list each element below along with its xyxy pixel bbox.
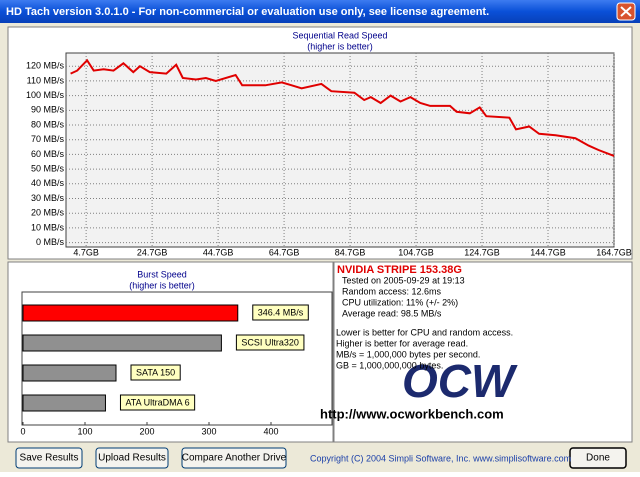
bar-label-box — [252, 304, 309, 321]
bar-label: 346.4 MB/s — [258, 307, 304, 317]
read-plot — [65, 52, 615, 248]
x-tick-label: 4.7GB — [73, 247, 99, 257]
read-subtitle: (higher is better) — [307, 41, 373, 51]
y-tick-label: 40 MB/s — [31, 178, 65, 188]
info-panel — [333, 261, 633, 443]
y-tick-label: 30 MB/s — [31, 193, 65, 203]
bar-label: SATA 150 — [136, 367, 175, 377]
y-tick-label: 50 MB/s — [31, 163, 65, 173]
x-tick-label: 124.7GB — [464, 247, 500, 257]
bar-label-box — [119, 394, 196, 411]
x-tick-label: 144.7GB — [530, 247, 566, 257]
drive-name: NVIDIA STRIPE 153.38G — [337, 264, 462, 276]
save-button[interactable] — [15, 447, 83, 469]
info-line: Tested on 2005-09-29 at 19:13 — [342, 275, 465, 285]
save-label: Save Results — [20, 453, 79, 464]
compare-label: Compare Another Drive — [182, 453, 287, 464]
y-tick-label: 110 MB/s — [27, 75, 65, 85]
x-tick-label: 0 — [20, 426, 25, 436]
y-tick-label: 100 MB/s — [26, 90, 65, 100]
watermark-logo: OCW — [402, 355, 518, 407]
upload-button[interactable] — [95, 447, 169, 469]
y-tick-label: 0 MB/s — [36, 237, 65, 247]
info-line: Average read: 98.5 MB/s — [342, 308, 442, 318]
x-tick-label: 104.7GB — [398, 247, 434, 257]
read-title: Sequential Read Speed — [292, 30, 387, 40]
y-tick-label: 20 MB/s — [31, 208, 65, 218]
bar-label: ATA UltraDMA 6 — [125, 397, 189, 407]
burst-subtitle: (higher is better) — [129, 280, 195, 290]
done-label: Done — [586, 453, 610, 464]
bar — [22, 304, 239, 322]
x-tick-label: 300 — [201, 426, 216, 436]
read-line — [70, 58, 615, 157]
bar-label-box — [130, 364, 181, 381]
bar-label-box — [235, 334, 305, 351]
bar — [22, 394, 106, 412]
x-tick-label: 200 — [139, 426, 154, 436]
compare-button[interactable] — [181, 447, 287, 469]
x-tick-label: 24.7GB — [137, 247, 168, 257]
window-title: HD Tach version 3.0.1.0 - For non-commer… — [6, 6, 489, 18]
copyright: Copyright (C) 2004 Simpli Software, Inc.… — [310, 453, 571, 463]
x-tick-label: 84.7GB — [335, 247, 366, 257]
button-group: Save Results Upload Results Compare Anot… — [15, 447, 627, 469]
burst-title: Burst Speed — [137, 269, 187, 279]
bar — [22, 364, 117, 382]
close-icon — [620, 6, 632, 17]
y-tick-label: 70 MB/s — [31, 134, 65, 144]
info-line: CPU utilization: 11% (+/- 2%) — [342, 297, 458, 307]
y-tick-label: 120 MB/s — [26, 61, 65, 71]
x-tick-label: 100 — [77, 426, 92, 436]
info-line: Random access: 12.6ms — [342, 286, 442, 296]
x-tick-label: 64.7GB — [269, 247, 300, 257]
bar-label: SCSI Ultra320 — [241, 337, 299, 347]
watermark-url: http://www.ocworkbench.com — [320, 406, 504, 421]
info-note: GB = 1,000,000,000 bytes. — [336, 360, 443, 370]
x-tick-label: 44.7GB — [203, 247, 234, 257]
upload-label: Upload Results — [98, 453, 166, 464]
info-note: MB/s = 1,000,000 bytes per second. — [336, 349, 480, 359]
y-tick-label: 80 MB/s — [31, 119, 65, 129]
x-tick-label: 164.7GB — [596, 247, 632, 257]
bar — [22, 334, 222, 352]
y-tick-label: 90 MB/s — [31, 105, 65, 115]
info-note: Lower is better for CPU and random acces… — [336, 327, 513, 337]
title-bar — [0, 0, 640, 23]
y-tick-label: 10 MB/s — [31, 222, 65, 232]
x-tick-label: 400 — [263, 426, 278, 436]
y-tick-label: 60 MB/s — [31, 149, 65, 159]
done-button[interactable] — [569, 447, 627, 469]
info-note: Higher is better for average read. — [336, 338, 468, 348]
